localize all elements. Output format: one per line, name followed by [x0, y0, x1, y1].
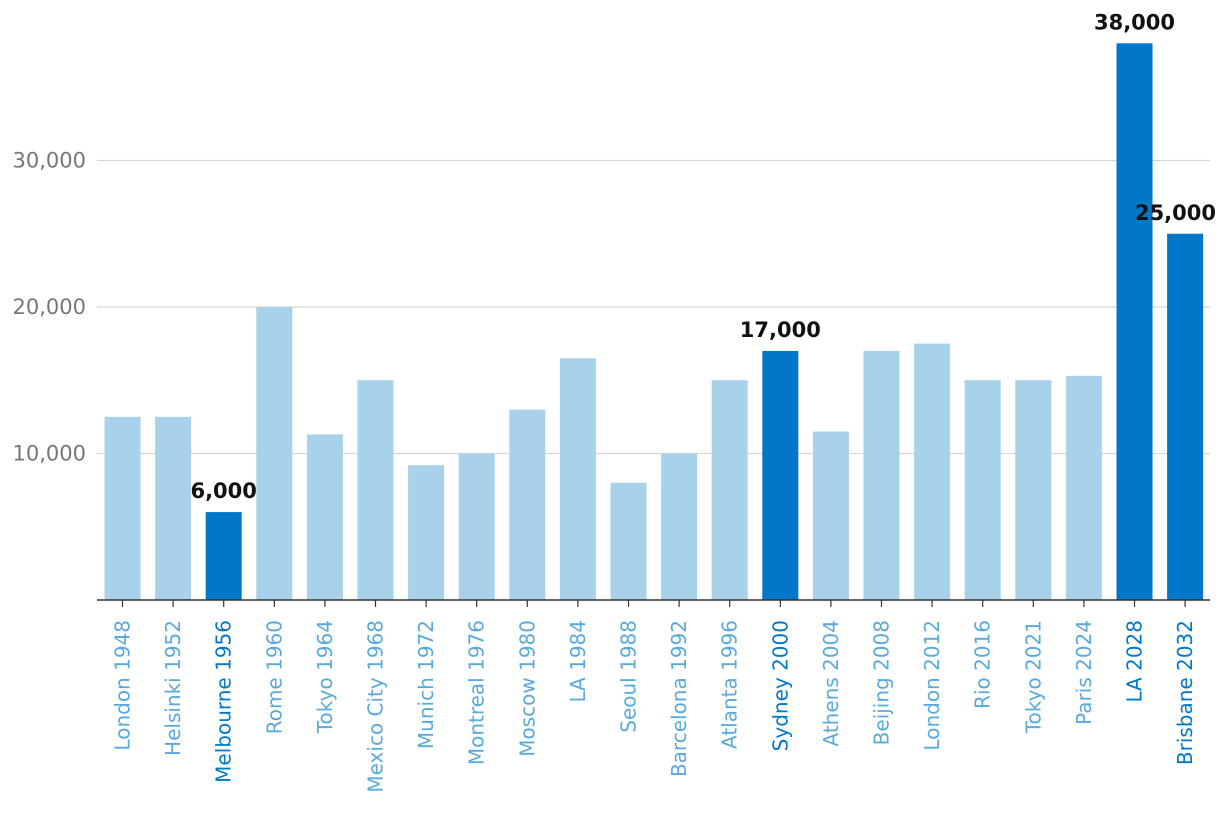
x-tick-label: Mexico City 1968 — [364, 620, 388, 793]
x-tick-label: Seoul 1988 — [617, 620, 641, 733]
x-tick-label: Rio 2016 — [971, 620, 995, 709]
bar-moscow-1980 — [509, 409, 546, 600]
x-tick-label: London 1948 — [111, 620, 135, 751]
x-tick-label: Melbourne 1956 — [212, 620, 236, 783]
bar-la-1984 — [559, 358, 596, 600]
y-tick-label: 10,000 — [13, 442, 86, 466]
bar-sydney-2000 — [762, 350, 799, 600]
data-label-brisbane-2032: 25,000 — [1135, 201, 1216, 225]
x-tick-label: Tokyo 2021 — [1021, 620, 1045, 734]
x-tick-label: Barcelona 1992 — [667, 620, 691, 777]
bar-barcelona-1992 — [661, 453, 698, 600]
bar-brisbane-2032 — [1167, 233, 1204, 600]
bar-helsinki-1952 — [155, 416, 192, 600]
x-tick-label: Munich 1972 — [414, 620, 438, 749]
x-tick-label: Rome 1960 — [262, 620, 286, 734]
bars — [104, 43, 1204, 601]
bar-rio-2016 — [964, 380, 1001, 600]
x-axis-ticks — [121, 600, 1186, 607]
x-tick-label: Tokyo 1964 — [313, 620, 337, 734]
bar-mexico-city-1968 — [357, 380, 394, 600]
x-tick-label: Beijing 2008 — [870, 620, 894, 745]
y-tick-label: 20,000 — [13, 295, 86, 319]
x-tick-label: Brisbane 2032 — [1173, 620, 1197, 765]
bar-montreal-1976 — [458, 453, 495, 600]
bar-munich-1972 — [408, 465, 445, 600]
bar-seoul-1988 — [610, 482, 647, 600]
x-tick-label: Paris 2024 — [1072, 620, 1096, 725]
data-label-melbourne-1956: 6,000 — [190, 479, 256, 503]
x-tick-label: Moscow 1980 — [515, 620, 539, 757]
bar-atlanta-1996 — [711, 380, 748, 600]
x-tick-label: Atlanta 1996 — [718, 620, 742, 749]
bar-tokyo-1964 — [306, 434, 343, 600]
x-tick-label: London 2012 — [920, 620, 944, 751]
x-tick-label: Sydney 2000 — [768, 620, 792, 751]
y-tick-label: 30,000 — [13, 149, 86, 173]
data-labels: 6,000 17,000 38,000 25,000 — [190, 10, 1216, 503]
bar-london-2012 — [914, 343, 951, 600]
x-tick-label: Montreal 1976 — [465, 620, 489, 765]
x-tick-label: LA 1984 — [566, 620, 590, 703]
bar-athens-2004 — [812, 431, 849, 600]
bar-london-1948 — [104, 416, 141, 600]
x-tick-label: Helsinki 1952 — [161, 620, 185, 756]
bar-tokyo-2021 — [1015, 380, 1052, 600]
x-tick-label: LA 2028 — [1123, 620, 1147, 703]
y-axis-ticks: 10,000 20,000 30,000 — [13, 149, 86, 466]
x-tick-label: Athens 2004 — [819, 620, 843, 747]
bar-beijing-2008 — [863, 350, 900, 600]
bar-rome-1960 — [256, 307, 293, 600]
bar-melbourne-1956 — [205, 512, 242, 600]
bar-paris-2024 — [1065, 375, 1102, 600]
bar-la-2028 — [1116, 43, 1153, 601]
data-label-la-2028: 38,000 — [1094, 10, 1175, 34]
data-label-sydney-2000: 17,000 — [740, 318, 821, 342]
x-axis-labels: London 1948 Helsinki 1952 Melbourne 1956 Ro… — [111, 620, 1198, 793]
